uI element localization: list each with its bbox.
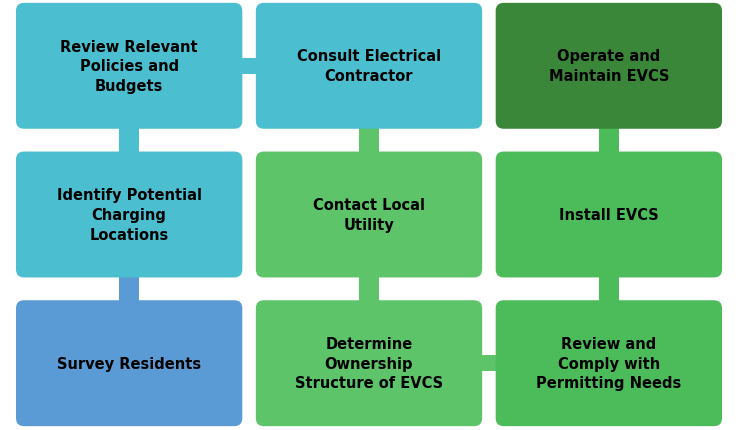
FancyBboxPatch shape [496,152,722,278]
Text: Install EVCS: Install EVCS [559,208,659,222]
FancyBboxPatch shape [16,4,242,129]
Bar [359,12,379,270]
Text: Survey Residents: Survey Residents [57,356,201,371]
Text: Review and
Comply with
Permitting Needs: Review and Comply with Permitting Needs [537,336,681,390]
Bar [119,160,139,418]
FancyBboxPatch shape [256,301,482,426]
FancyBboxPatch shape [16,301,242,426]
Text: Operate and
Maintain EVCS: Operate and Maintain EVCS [548,49,669,84]
Bar [599,160,619,418]
Bar [359,160,379,418]
Text: Consult Electrical
Contractor: Consult Electrical Contractor [297,49,441,84]
FancyBboxPatch shape [16,152,242,278]
Text: Review Relevant
Policies and
Budgets: Review Relevant Policies and Budgets [61,40,198,94]
Bar [474,355,503,372]
Bar [119,12,139,270]
Text: Identify Potential
Charging
Locations: Identify Potential Charging Locations [57,188,201,242]
Bar [599,12,619,270]
FancyBboxPatch shape [256,152,482,278]
Text: Determine
Ownership
Structure of EVCS: Determine Ownership Structure of EVCS [295,336,443,390]
Text: Contact Local
Utility: Contact Local Utility [313,198,425,232]
Bar [235,58,264,75]
FancyBboxPatch shape [496,301,722,426]
FancyBboxPatch shape [496,4,722,129]
FancyBboxPatch shape [256,4,482,129]
